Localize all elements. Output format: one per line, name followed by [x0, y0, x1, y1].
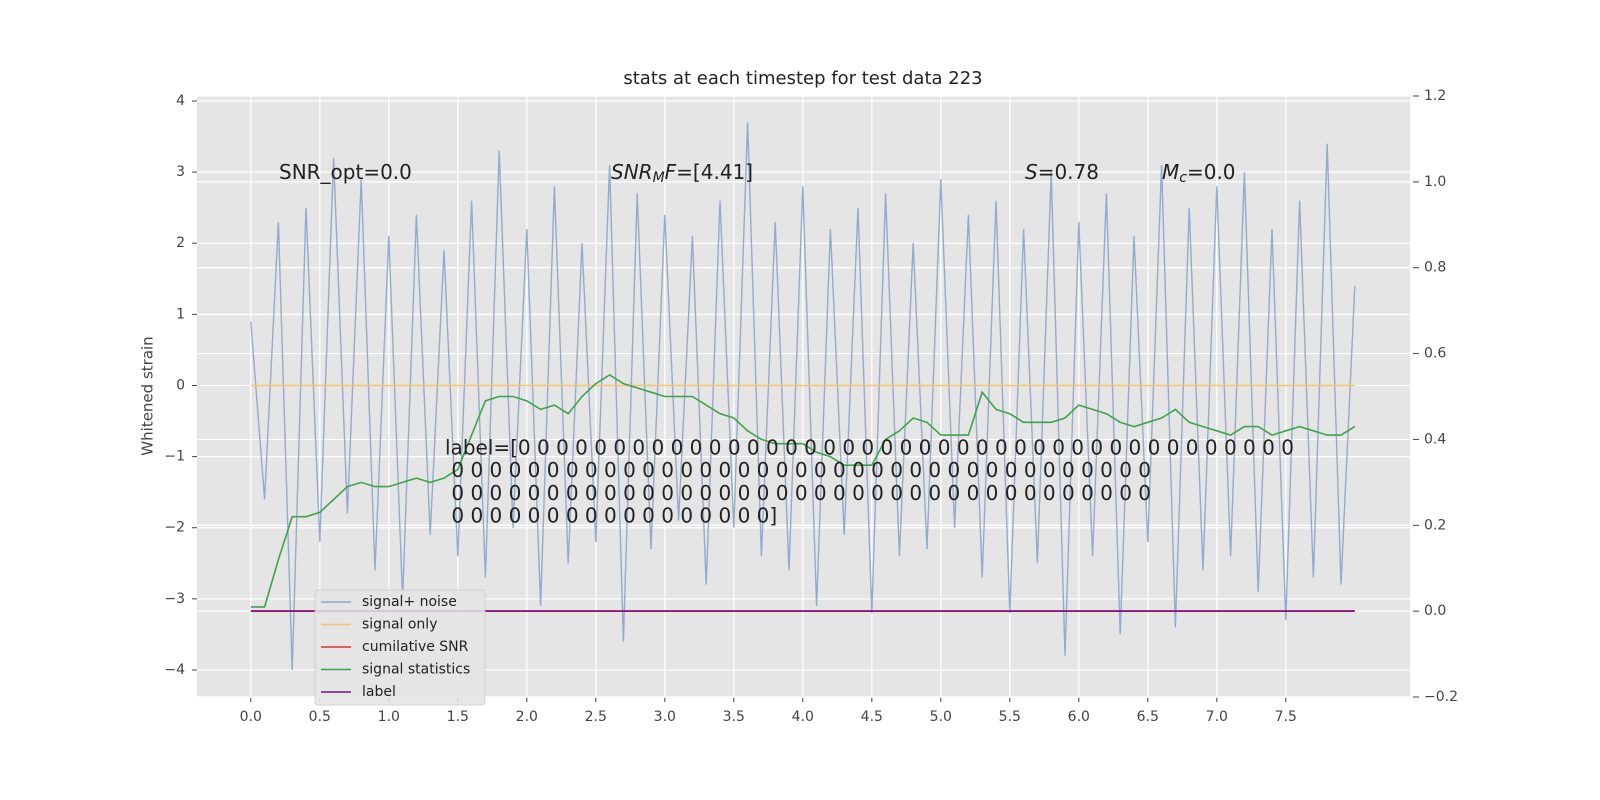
x-tick-label: 7.5 — [1275, 709, 1297, 725]
x-tick-label: 4.0 — [792, 709, 814, 725]
y-tick-label: 0 — [176, 377, 185, 393]
x-tick-label: 0.0 — [240, 709, 262, 725]
y-axis-label: Whitened strain — [139, 336, 157, 455]
y2-tick-label: 0.2 — [1424, 517, 1446, 533]
x-tick-label: 1.0 — [378, 709, 400, 725]
annotation-part: =0.0 — [1187, 160, 1236, 184]
x-tick-label: 6.0 — [1068, 709, 1090, 725]
x-tick-label: 5.5 — [999, 709, 1021, 725]
x-tick-label: 3.5 — [723, 709, 745, 725]
y-tick-label: 2 — [176, 235, 185, 251]
x-tick-label: 4.5 — [861, 709, 883, 725]
y2-tick-label: 1.0 — [1424, 174, 1446, 190]
x-tick-label: 1.5 — [447, 709, 469, 725]
x-tick-label: 2.5 — [585, 709, 607, 725]
legend-label: signal+ noise — [362, 594, 457, 610]
y-tick-label: 1 — [176, 306, 185, 322]
x-tick-label: 3.0 — [654, 709, 676, 725]
annotation-part: M — [1162, 160, 1179, 184]
series-line — [250, 374, 1356, 608]
label-text: 0 0 0 0 0 0 0 0 0 0 0 0 0 0 0 0 0 0 0 0 … — [445, 481, 1151, 505]
y2-tick-label: 0.4 — [1424, 431, 1446, 447]
annotation: SNRMF=[4.41] — [611, 160, 753, 187]
y2-tick-label: 0.8 — [1424, 260, 1446, 276]
y2-tick-label: −0.2 — [1424, 689, 1458, 705]
y-tick-label: −4 — [164, 662, 185, 678]
legend-label: label — [362, 684, 396, 700]
x-tick-label: 5.0 — [930, 709, 952, 725]
y-tick-label: −3 — [164, 591, 185, 607]
legend-label: signal statistics — [362, 662, 470, 678]
legend-label: signal only — [362, 617, 437, 633]
x-tick-label: 0.5 — [309, 709, 331, 725]
x-tick-label: 2.0 — [516, 709, 538, 725]
y2-tick-label: 0.6 — [1424, 346, 1446, 362]
overlay: SNR_opt=0.0 SNRMF=[4.41] S=0.78 Mc=0.0label… — [279, 160, 1294, 706]
label-text: label=[0 0 0 0 0 0 0 0 0 0 0 0 0 0 0 0 0… — [445, 436, 1294, 460]
annotation: Mc=0.0 — [1162, 160, 1236, 187]
chart-title: stats at each timestep for test data 223 — [623, 68, 982, 89]
legend-label: cumilative SNR — [362, 639, 469, 655]
legend-box — [314, 589, 486, 706]
series-line — [250, 122, 1356, 671]
annotation-part: =[4.41] — [676, 160, 753, 184]
y2-tick-label: 1.2 — [1424, 88, 1446, 104]
y2-tick-label: 0.0 — [1424, 603, 1446, 619]
annotation-part: c — [1179, 170, 1187, 186]
annotation-part: SNR — [611, 160, 653, 184]
annotation-part: S — [1025, 160, 1038, 184]
annotation-part: M — [653, 170, 665, 186]
x-tick-label: 7.0 — [1206, 709, 1228, 725]
y-tick-label: −2 — [164, 520, 185, 536]
y-tick-label: −1 — [164, 449, 185, 465]
label-text: 0 0 0 0 0 0 0 0 0 0 0 0 0 0 0 0 0 0 0 0 … — [445, 458, 1151, 482]
annotation: SNR_opt=0.0 — [279, 160, 412, 184]
annotation-part: SNR_opt=0.0 — [279, 160, 412, 184]
x-tick-label: 6.5 — [1137, 709, 1159, 725]
annotation: S=0.78 — [1025, 160, 1099, 184]
y-tick-label: 4 — [176, 93, 185, 109]
label-text: 0 0 0 0 0 0 0 0 0 0 0 0 0 0 0 0 0] — [445, 504, 777, 528]
annotation-part: F — [665, 160, 677, 184]
annotation-part: =0.78 — [1038, 160, 1099, 184]
y-tick-label: 3 — [176, 164, 185, 180]
